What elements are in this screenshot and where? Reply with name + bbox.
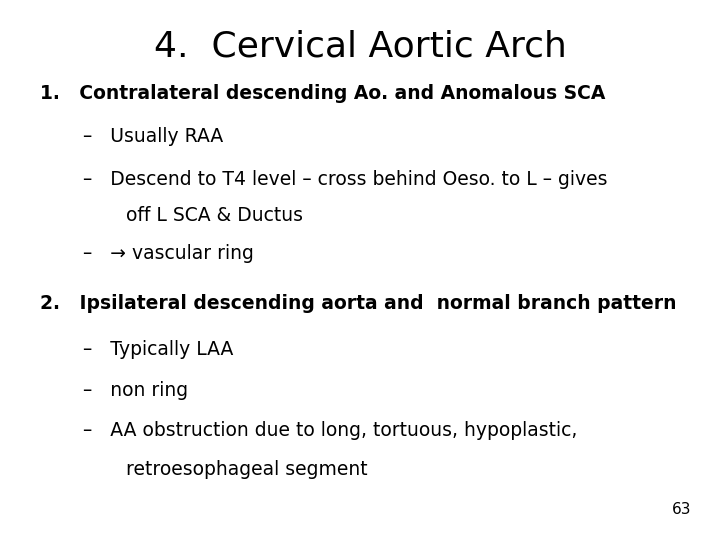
Text: off L SCA & Ductus: off L SCA & Ductus	[126, 206, 303, 225]
Text: –   → vascular ring: – → vascular ring	[83, 244, 253, 263]
Text: 2.   Ipsilateral descending aorta and  normal branch pattern: 2. Ipsilateral descending aorta and norm…	[40, 294, 676, 313]
Text: retroesophageal segment: retroesophageal segment	[126, 460, 368, 479]
Text: –   non ring: – non ring	[83, 381, 188, 400]
Text: –   Usually RAA: – Usually RAA	[83, 127, 223, 146]
Text: –   Descend to T4 level – cross behind Oeso. to L – gives: – Descend to T4 level – cross behind Oes…	[83, 170, 607, 189]
Text: –   AA obstruction due to long, tortuous, hypoplastic,: – AA obstruction due to long, tortuous, …	[83, 421, 577, 440]
Text: 4.  Cervical Aortic Arch: 4. Cervical Aortic Arch	[153, 30, 567, 64]
Text: 1.   Contralateral descending Ao. and Anomalous SCA: 1. Contralateral descending Ao. and Anom…	[40, 84, 605, 103]
Text: 63: 63	[672, 502, 691, 517]
Text: –   Typically LAA: – Typically LAA	[83, 340, 233, 359]
